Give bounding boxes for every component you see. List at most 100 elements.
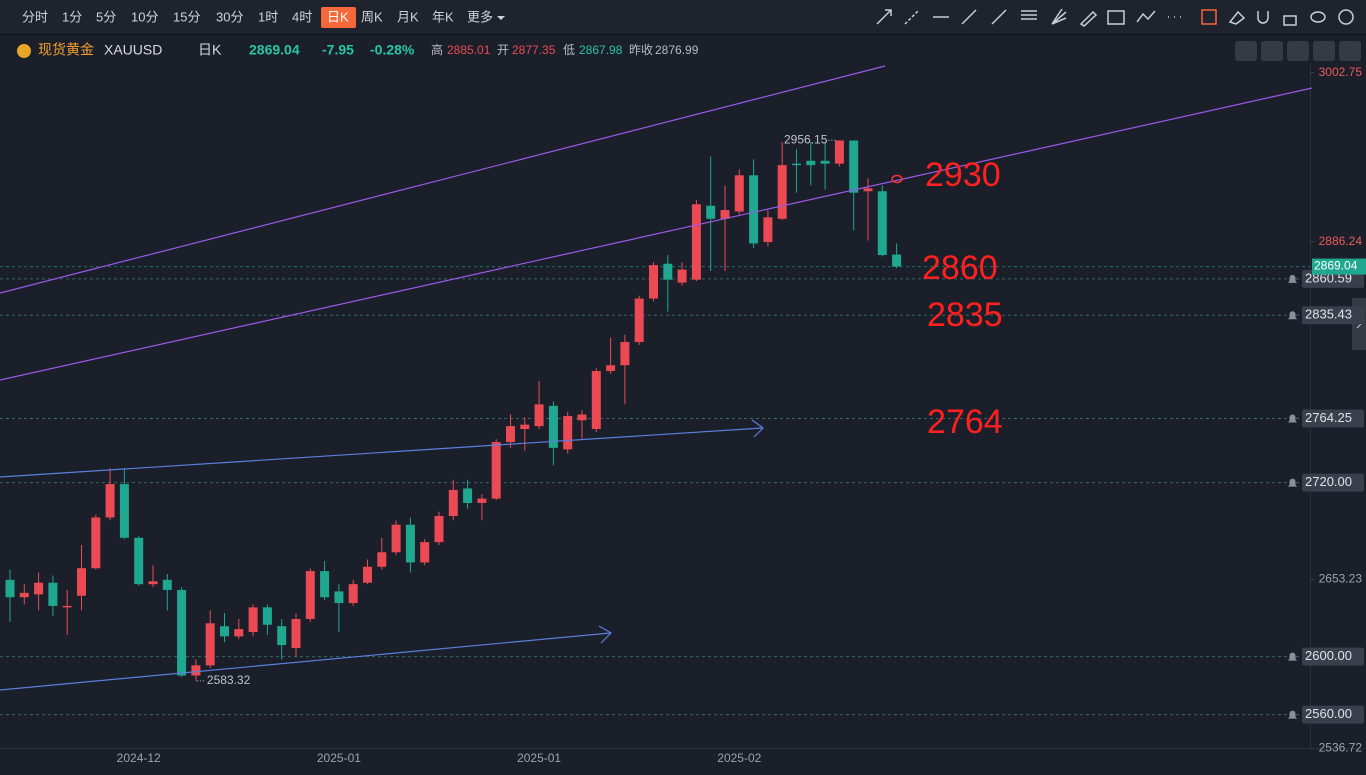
alert-label-bg xyxy=(1302,409,1364,428)
toolbar xyxy=(0,0,1366,34)
candle-body xyxy=(77,568,86,596)
candle-body xyxy=(148,581,158,585)
period-tab[interactable]: 月K xyxy=(397,9,419,24)
candle-body xyxy=(877,191,887,256)
prev-close-value: 2876.99 xyxy=(655,43,699,57)
period-tab[interactable]: 15分 xyxy=(173,9,200,24)
candle-body xyxy=(563,415,573,450)
period-tab[interactable]: 4时 xyxy=(292,9,312,24)
candle-body xyxy=(506,426,515,443)
trend-lines xyxy=(0,65,1313,691)
period-tab[interactable]: 1时 xyxy=(258,9,278,24)
alert-label-bg xyxy=(1302,705,1364,724)
candle-body xyxy=(348,584,358,604)
period-tab[interactable]: 5分 xyxy=(96,9,116,24)
candle-body xyxy=(863,188,873,192)
candle-body xyxy=(777,165,787,219)
candle-body xyxy=(248,607,258,633)
max-label: 2956.15 xyxy=(784,132,828,146)
candle-body xyxy=(177,589,187,676)
candle-body xyxy=(849,140,859,193)
active-period-bg xyxy=(321,7,356,28)
candle-body xyxy=(806,160,816,166)
period-tab[interactable]: 分时 xyxy=(22,9,48,24)
alert-label: 2720.00 xyxy=(1305,474,1352,489)
candle-body xyxy=(405,524,415,563)
plot xyxy=(0,140,1310,716)
candle-body xyxy=(162,579,172,590)
period-tab[interactable]: 30分 xyxy=(216,9,243,24)
candle-body xyxy=(234,629,244,637)
candle-body xyxy=(291,618,301,648)
chart-buttons[interactable] xyxy=(1235,41,1361,61)
candle-body xyxy=(434,516,444,543)
candle-body xyxy=(820,160,830,164)
candle-body xyxy=(205,623,215,666)
candle-body xyxy=(620,342,630,366)
x-tick-label: 2025-02 xyxy=(717,751,761,765)
candle-body xyxy=(577,414,587,421)
alert-label: 2764.25 xyxy=(1305,410,1352,425)
candle-body xyxy=(463,488,473,503)
min-label: 2583.32 xyxy=(207,673,251,687)
symbol-name[interactable]: 现货黄金 xyxy=(38,42,94,58)
period-tab[interactable]: 周K xyxy=(361,9,383,24)
period-tab[interactable]: 更多 xyxy=(467,9,493,24)
open-label: 开 xyxy=(497,43,509,57)
annotation: 2835 xyxy=(927,296,1003,334)
more-caret xyxy=(497,16,505,20)
y-tick-label: 3002.75 xyxy=(1319,65,1363,79)
candle-body xyxy=(892,254,902,267)
drawing-tools[interactable] xyxy=(876,8,1354,27)
last-price-bg xyxy=(1312,258,1366,275)
period-tab[interactable]: 1分 xyxy=(62,9,82,24)
candle-body xyxy=(634,298,644,343)
candle-body xyxy=(420,542,430,563)
candle-body xyxy=(677,269,687,283)
candle-body xyxy=(520,424,530,430)
symbol-icon xyxy=(17,44,31,58)
x-tick-label: 2024-12 xyxy=(117,751,161,765)
last-price-label: 2869.04 xyxy=(1314,259,1358,273)
candle-body xyxy=(363,566,372,583)
high-label: 高 xyxy=(431,42,443,57)
candle-body xyxy=(834,140,844,164)
y-tick-label: 2536.72 xyxy=(1319,741,1363,755)
period[interactable]: 日K xyxy=(198,42,222,58)
alert-label-bg xyxy=(1302,647,1364,666)
candle-body xyxy=(277,626,287,646)
candle-body xyxy=(749,175,759,244)
period-tab[interactable]: 年K xyxy=(432,9,454,24)
candle-body xyxy=(105,484,115,518)
low-label: 低 xyxy=(563,43,575,57)
alert-label: 2560.00 xyxy=(1305,706,1352,721)
alert-bell xyxy=(1288,478,1297,487)
candle-body xyxy=(763,217,773,242)
candle-body xyxy=(19,592,29,598)
candle-body xyxy=(334,591,344,604)
candle-body xyxy=(734,175,744,212)
x-tick-label: 2025-01 xyxy=(517,751,561,765)
alert-bell xyxy=(1288,311,1297,320)
candle-body xyxy=(720,210,730,219)
candle-body xyxy=(649,265,658,299)
candle-body xyxy=(534,404,544,427)
alert-label: 2835.43 xyxy=(1305,307,1352,322)
candle-body xyxy=(262,607,272,625)
y-tick-label: 2886.24 xyxy=(1319,234,1363,248)
period-tab[interactable]: 10分 xyxy=(131,9,158,24)
period-tab[interactable]: 日K xyxy=(327,9,349,24)
symbol-code[interactable]: XAUUSD xyxy=(104,42,162,58)
prev-close-label: 昨收 xyxy=(629,43,653,57)
alert-label-bg xyxy=(1302,306,1364,325)
change: -7.95 xyxy=(322,42,354,58)
low-value: 2867.98 xyxy=(579,43,623,57)
annotations: 2930 2860 2835 2764 xyxy=(922,156,1003,441)
alert-bell xyxy=(1288,652,1297,661)
candle-body xyxy=(691,204,701,280)
alert-label: 2600.00 xyxy=(1305,648,1352,663)
candle-body xyxy=(377,552,387,567)
candle-body xyxy=(220,626,229,637)
